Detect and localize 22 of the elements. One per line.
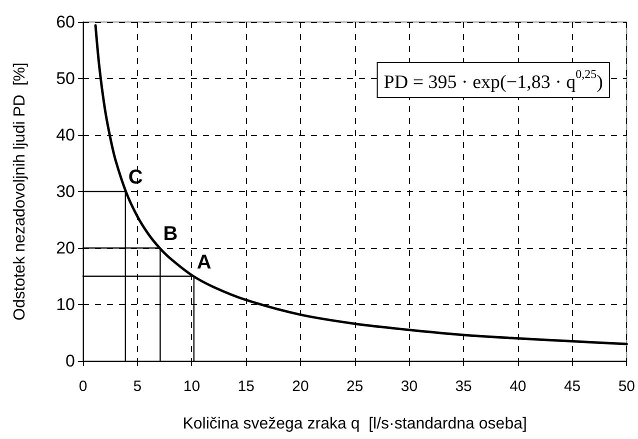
y-tick-label: 60 [56,12,75,32]
x-tick-label: 30 [400,378,418,395]
x-axis-title: Količina svežega zraka q [l/s·standardna oseba] [182,416,527,432]
y-tick-label: 40 [56,126,75,144]
annotation: A [196,251,212,274]
x-tick-label: 20 [292,378,309,395]
x-tick-label: 0 [78,378,88,395]
y-tick-label: 20 [56,238,75,258]
x-tick-label: 50 [618,378,635,395]
x-tick-label: 40 [510,378,526,395]
x-tick-label: 25 [346,378,364,395]
x-tick-label: 35 [455,378,472,395]
annotation: B [163,223,178,245]
y-tick-label: 30 [56,182,75,201]
x-tick-label: 15 [238,378,254,395]
y-tick-label: 0 [66,352,75,370]
y-axis-title: Odstotek nezadovoljnih ljudi PD [%] [12,62,28,320]
y-tick-label: 50 [56,69,75,88]
x-tick-label: 10 [183,378,200,395]
x-tick-label: 5 [133,378,142,395]
x-tick-label: 45 [564,378,581,395]
y-tick-label: 10 [56,295,75,314]
